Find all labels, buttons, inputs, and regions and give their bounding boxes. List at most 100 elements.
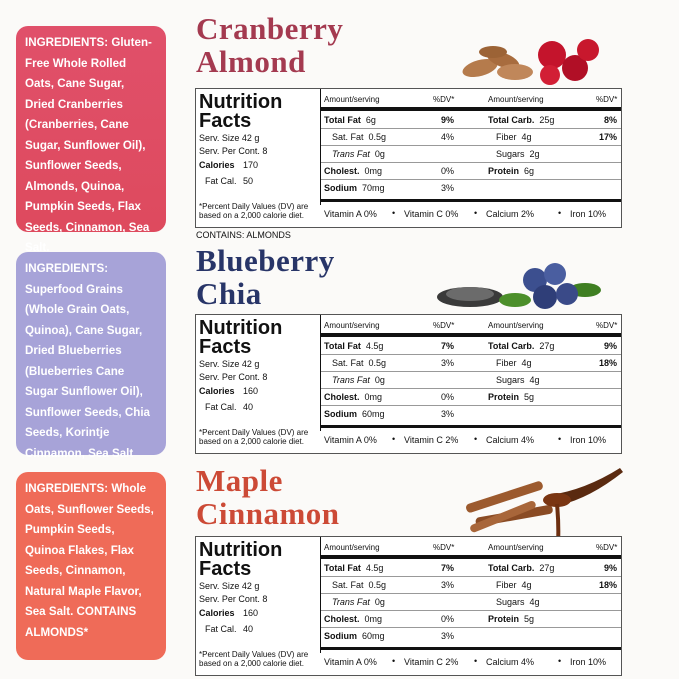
- nutrient-label: Sat. Fat: [332, 580, 364, 590]
- servings: Serv. Per Cont. 8: [199, 594, 268, 604]
- footnote: *Percent Daily Values (DV) are based on …: [199, 428, 309, 446]
- nutrient-label: Cholest.: [324, 392, 360, 402]
- vitamin: Vitamin A 0%: [324, 657, 377, 667]
- nutrient-row: Sugars 2g: [496, 149, 540, 159]
- nutrient-label: Trans Fat: [332, 375, 370, 385]
- nutrient-amount: 0mg: [364, 392, 383, 402]
- nutrient-row: Fiber 4g: [496, 358, 532, 368]
- nutrient-amount: 27g: [539, 341, 555, 351]
- nutrient-amount: 60mg: [362, 631, 385, 641]
- separator: •: [474, 656, 478, 666]
- nutrient-dv: 3%: [440, 409, 454, 419]
- nutrient-dv: 4%: [440, 132, 454, 142]
- column-header: %DV*: [433, 95, 455, 104]
- divider: [321, 388, 621, 389]
- calories-value: 160: [243, 608, 259, 618]
- ingredients-box: INGREDIENTS: Superfood Grains (Whole Gra…: [16, 252, 166, 460]
- nutrient-row: Total Carb. 25g: [488, 115, 554, 125]
- product-name: Blueberry Chia: [196, 244, 335, 310]
- divider: [321, 354, 621, 355]
- nutrient-row: Cholest. 0mg: [324, 614, 382, 624]
- nutrient-label: Total Carb.: [488, 563, 535, 573]
- nutrient-amount: 25g: [539, 115, 555, 125]
- nutrient-row: Cholest. 0mg: [324, 392, 382, 402]
- nutrient-row: Fiber 4g: [496, 580, 532, 590]
- calories-label: Calories: [199, 160, 235, 170]
- column-header: %DV*: [596, 95, 618, 104]
- column-header: %DV*: [433, 543, 455, 552]
- nutrient-label: Sat. Fat: [332, 358, 364, 368]
- nutrient-amount: 27g: [539, 563, 555, 573]
- vitamin: Vitamin C 2%: [404, 435, 459, 445]
- nutrient-label: Sat. Fat: [332, 132, 364, 142]
- nutrient-amount: 0.5g: [368, 580, 387, 590]
- nutrient-label: Cholest.: [324, 614, 360, 624]
- blueberry-chia-image: [437, 263, 601, 309]
- vitamin: Vitamin A 0%: [324, 209, 377, 219]
- nutrient-label: Fiber: [496, 358, 517, 368]
- product-name-line: Blueberry: [196, 243, 335, 278]
- nutrient-amount: 6g: [365, 115, 376, 125]
- nutrient-amount: 0mg: [364, 614, 383, 624]
- nutrition-panel: Nutrition Facts Serv. Size 42 g Serv. Per C…: [195, 314, 622, 454]
- serving-size: Serv. Size 42 g: [199, 359, 260, 369]
- vitamin: Iron 10%: [570, 657, 607, 667]
- divider: [321, 128, 621, 129]
- divider: [321, 647, 621, 650]
- separator: •: [558, 208, 562, 218]
- footnote: *Percent Daily Values (DV) are based on …: [199, 650, 309, 668]
- fat-cal-label: Fat Cal.: [205, 402, 237, 412]
- calories-label: Calories: [199, 608, 235, 618]
- nutrient-amount: 5g: [524, 614, 535, 624]
- nutrient-amount: 2g: [529, 149, 540, 159]
- servings: Serv. Per Cont. 8: [199, 146, 268, 156]
- nutrient-row: Total Fat 4.5g: [324, 341, 383, 351]
- nutrient-amount: 0g: [374, 375, 385, 385]
- nutrient-row: Trans Fat 0g: [332, 149, 385, 159]
- vitamin: Calcium 4%: [486, 435, 535, 445]
- panel-title: Facts: [199, 558, 252, 580]
- nutrient-dv: 3%: [440, 631, 454, 641]
- vitamin: Iron 10%: [570, 435, 607, 445]
- nutrient-amount: 4g: [521, 132, 532, 142]
- nutrient-row: Sat. Fat 0.5g: [332, 358, 386, 368]
- nutrient-dv: 7%: [440, 341, 454, 351]
- column-header: Amount/serving: [488, 543, 544, 552]
- divider: [321, 627, 621, 628]
- nutrient-label: Sodium: [324, 631, 357, 641]
- nutrient-label: Protein: [488, 166, 520, 176]
- nutrient-amount: 4g: [529, 375, 540, 385]
- divider: [321, 179, 621, 180]
- vitamin: Calcium 4%: [486, 657, 535, 667]
- fat-cal-value: 40: [243, 624, 254, 634]
- nutrient-amount: 4g: [529, 597, 540, 607]
- panel-title: Nutrition: [199, 317, 283, 339]
- contains: CONTAINS: ALMONDS: [196, 230, 291, 240]
- divider: [321, 555, 621, 559]
- separator: •: [392, 208, 396, 218]
- nutrient-row: Sodium 60mg: [324, 631, 385, 641]
- nutrient-label: Protein: [488, 392, 520, 402]
- nutrient-row: Sat. Fat 0.5g: [332, 580, 386, 590]
- nutrient-amount: 70mg: [362, 183, 385, 193]
- nutrient-dv: 17%: [598, 132, 617, 142]
- nutrient-dv: 3%: [440, 358, 454, 368]
- nutrient-row: Trans Fat 0g: [332, 375, 385, 385]
- nutrient-label: Total Fat: [324, 341, 361, 351]
- nutrient-amount: 0mg: [364, 166, 383, 176]
- vitamin: Vitamin A 0%: [324, 435, 377, 445]
- column-header: %DV*: [596, 543, 618, 552]
- nutrient-label: Sugars: [496, 597, 525, 607]
- divider: [321, 425, 621, 428]
- divider: [321, 405, 621, 406]
- nutrient-label: Fiber: [496, 580, 517, 590]
- nutrient-amount: 5g: [524, 392, 535, 402]
- serving-size: Serv. Size 42 g: [199, 581, 260, 591]
- serving-size: Serv. Size 42 g: [199, 133, 260, 143]
- calories-value: 160: [243, 386, 259, 396]
- vitamin: Vitamin C 0%: [404, 209, 459, 219]
- nutrient-amount: 0.5g: [368, 132, 387, 142]
- nutrient-label: Sodium: [324, 183, 357, 193]
- separator: •: [392, 434, 396, 444]
